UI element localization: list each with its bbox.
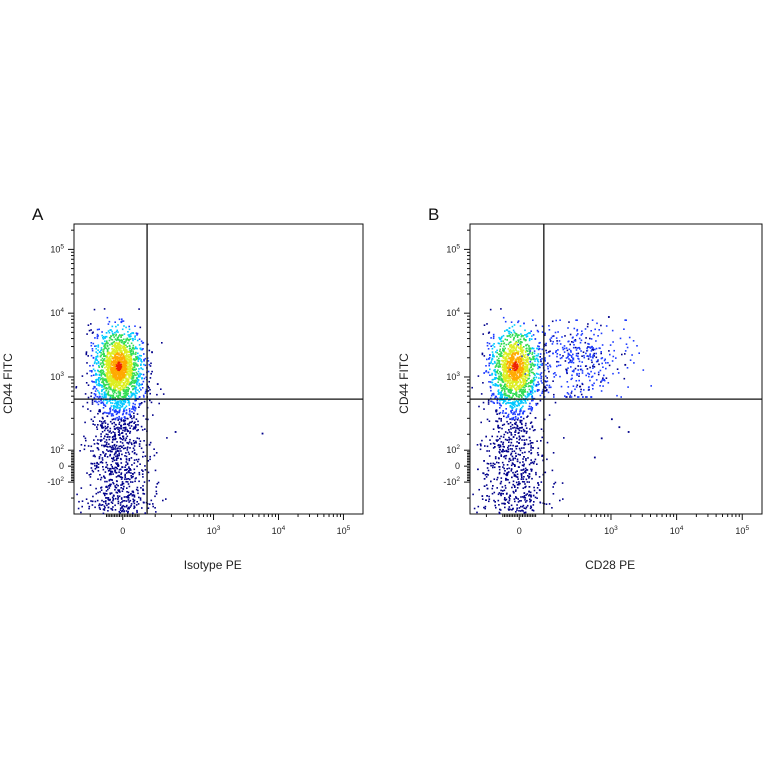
x-axis-title: Isotype PE	[184, 558, 242, 572]
y-tick-label: 102	[446, 444, 460, 455]
outlier-dot	[610, 418, 613, 421]
y-tick-label: 102	[50, 444, 64, 455]
x-tick-label: 103	[207, 525, 221, 536]
y-tick-label: -102	[47, 476, 64, 487]
outlier-dot	[607, 316, 610, 318]
x-tick-label: 105	[735, 525, 749, 536]
axis-ticks	[68, 229, 344, 520]
outlier-dot	[156, 383, 159, 385]
outlier-dot	[174, 431, 177, 433]
y-tick-label: 103	[446, 371, 460, 382]
panel-a: A 0 103 104 105 105 104 103 102 0 -102 Isotype PE CD…	[1, 205, 364, 572]
y-tick-label: 0	[59, 461, 64, 471]
x-tick-label: 104	[272, 525, 286, 536]
event-dots	[471, 308, 652, 515]
panel-b: B 0 103 104 105 105 104 103 102 0 -102 CD28 PE CD44 …	[397, 205, 763, 572]
panel-label: A	[32, 205, 44, 224]
outlier-dot	[618, 426, 621, 429]
y-tick-label: 105	[446, 243, 460, 254]
x-tick-label: 0	[120, 526, 125, 536]
outlier-dot	[627, 431, 630, 433]
y-tick-label: 103	[50, 371, 64, 382]
y-axis-title: CD44 FITC	[397, 353, 411, 414]
y-tick-label: 104	[50, 307, 64, 318]
panel-label: B	[428, 205, 439, 224]
axis-ticks	[464, 229, 743, 520]
y-tick-label: 104	[446, 307, 460, 318]
y-tick-label: -102	[443, 476, 460, 487]
y-tick-label: 0	[455, 461, 460, 471]
y-tick-label: 105	[50, 243, 64, 254]
y-axis-title: CD44 FITC	[1, 353, 15, 414]
outlier-dot	[600, 437, 603, 440]
x-tick-label: 103	[604, 525, 618, 536]
outlier-dot	[593, 456, 596, 459]
x-axis-title: CD28 PE	[585, 558, 635, 572]
x-tick-label: 105	[337, 525, 351, 536]
outlier-dot	[148, 443, 151, 446]
x-tick-label: 104	[670, 525, 684, 536]
outlier-dot	[261, 432, 264, 435]
outlier-dot	[624, 363, 627, 366]
x-tick-label: 0	[517, 526, 522, 536]
event-dots	[75, 308, 264, 515]
